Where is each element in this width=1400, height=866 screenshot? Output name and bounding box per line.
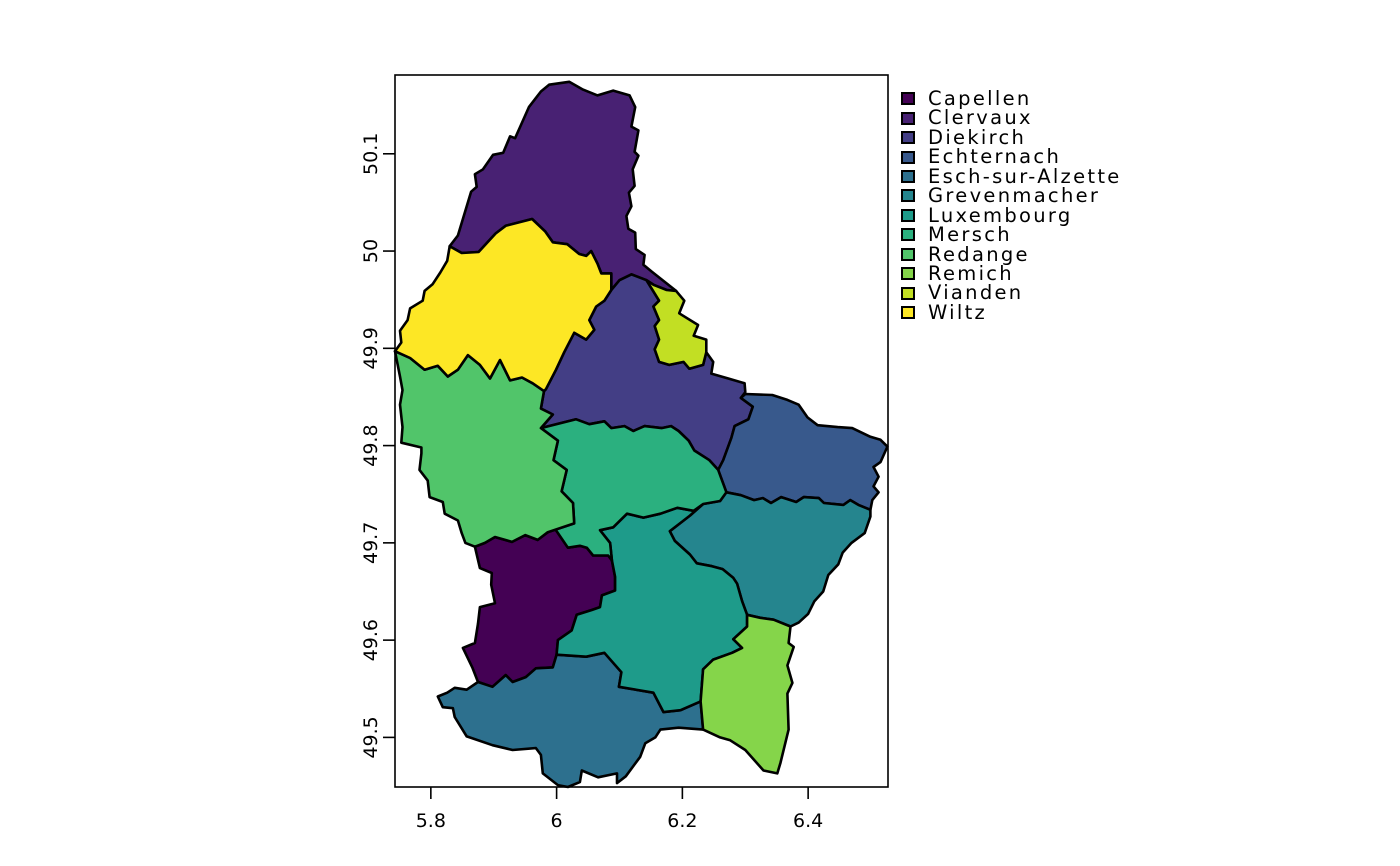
legend-swatch [901,169,915,183]
legend-swatch [901,228,915,242]
map-regions [393,80,889,789]
legend-label: Wiltz [928,300,988,324]
region-remich [699,613,795,775]
legend-swatch [901,150,915,164]
y-tick-label: 50 [360,239,382,263]
legend-swatch [901,111,915,125]
x-tick-label: 6.4 [793,810,823,832]
x-axis: 5.8 6 6.2 6.4 [416,787,823,832]
y-tick-label: 49.7 [360,522,382,564]
legend-label: Capellen [928,87,1032,110]
legend-swatch [901,131,915,145]
legend-swatch [901,92,915,106]
legend-item-capellen: Capellen [901,89,1122,108]
legend-label: Remich [928,261,1014,285]
legend: Capellen Clervaux Diekirch Echternach Esch-s… [901,89,1122,322]
legend-item-luxembourg: Luxembourg [901,203,1122,227]
legend-item-clervaux: Clervaux [901,106,1122,130]
legend-label: Clervaux [928,106,1033,130]
legend-label: Luxembourg [928,203,1073,227]
x-tick-label: 5.8 [416,810,446,832]
legend-swatch [901,189,915,203]
y-tick-label: 49.8 [360,424,382,466]
x-tick-label: 6 [551,810,563,832]
legend-label: Mersch [928,223,1012,247]
legend-item-esch-sur-alzette: Esch-sur-Alzette [901,164,1122,188]
legend-item-grevenmacher: Grevenmacher [901,184,1122,208]
legend-swatch [901,208,915,222]
y-tick-label: 49.6 [360,619,382,661]
plot-frame [394,74,889,788]
legend-item-remich: Remich [901,261,1122,285]
legend-swatch [901,286,915,300]
legend-item-echternach: Echternach [901,145,1122,169]
y-tick-label: 49.9 [360,327,382,369]
x-tick-label: 6.2 [667,810,697,832]
legend-label: Diekirch [928,125,1027,149]
legend-item-mersch: Mersch [901,223,1122,247]
legend-label: Vianden [928,281,1024,305]
legend-item-redange: Redange [901,242,1122,266]
legend-swatch [901,267,915,281]
legend-item-diekirch: Diekirch [901,125,1122,149]
legend-label: Redange [928,242,1030,266]
legend-item-wiltz: Wiltz [901,300,1122,324]
legend-item-vianden: Vianden [901,281,1122,305]
y-tick-label: 50.1 [360,133,382,175]
legend-label: Esch-sur-Alzette [928,164,1122,188]
region-vianden [645,278,708,370]
legend-swatch [901,306,915,320]
y-axis: 50.1 50 49.9 49.8 49.7 49.6 49.5 [360,133,395,759]
region-wiltz [393,217,613,393]
legend-label: Grevenmacher [928,184,1101,208]
legend-swatch [901,247,915,261]
legend-label: Echternach [928,145,1062,169]
y-tick-label: 49.5 [360,716,382,758]
